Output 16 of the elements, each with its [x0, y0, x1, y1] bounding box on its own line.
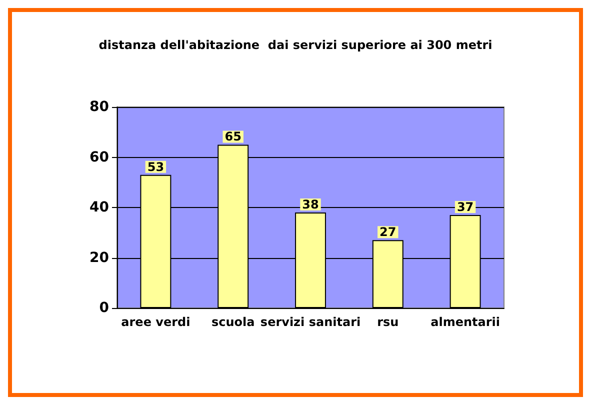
y-tick-label: 80 — [90, 99, 110, 115]
x-tick-label: aree verdi — [121, 315, 190, 329]
y-tick-label: 0 — [99, 300, 110, 316]
x-tick-label: scuola — [211, 315, 255, 329]
chart-title: distanza dell'abitazione dai servizi superiore ai 300 metri — [98, 38, 492, 52]
y-tick-label: 60 — [90, 149, 110, 166]
x-tick-label: almentarii — [430, 315, 500, 329]
y-tick-label: 20 — [90, 250, 110, 266]
data-label: 27 — [380, 225, 396, 240]
x-tick-label: servizi sanitari — [260, 315, 361, 329]
data-label: 53 — [147, 160, 164, 174]
y-tick-label: 40 — [90, 200, 110, 216]
data-label: 65 — [224, 130, 242, 144]
x-tick-label: rsu — [377, 315, 399, 329]
data-label: 37 — [456, 200, 474, 214]
data-label: 38 — [302, 198, 319, 212]
